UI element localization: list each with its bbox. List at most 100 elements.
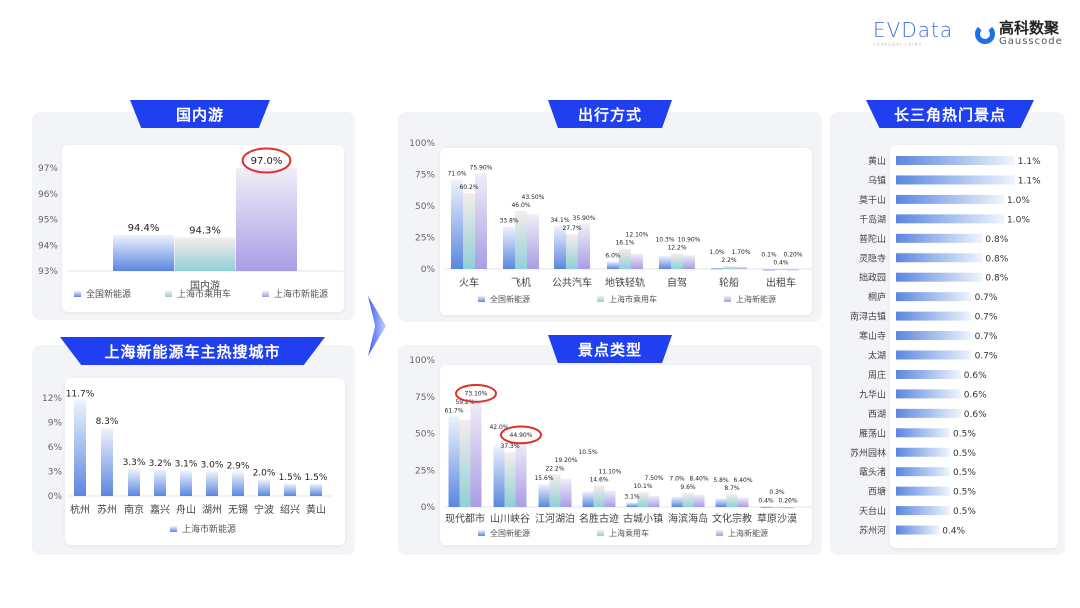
bar: [637, 492, 649, 507]
x-tick-label: 飞机: [511, 276, 531, 289]
bar: [578, 223, 590, 269]
bar: [683, 255, 695, 269]
bar: [604, 490, 616, 507]
data-label: 0.20%: [783, 251, 802, 258]
bar: [470, 399, 482, 507]
data-label: 46.0%: [511, 202, 530, 209]
legend-swatch: [170, 526, 177, 532]
bar: [74, 400, 86, 496]
data-label: 10.5%: [578, 449, 597, 456]
bar: [659, 256, 671, 269]
data-label: 8.7%: [724, 485, 740, 492]
data-label: 9.6%: [680, 484, 696, 491]
data-label: 42.0%: [489, 424, 508, 431]
hotspot-value: 0.8%: [985, 254, 1008, 264]
hotspot-bar: [896, 525, 940, 535]
legend-label: 上海市乘用车: [177, 288, 231, 300]
data-label: 8.40%: [689, 476, 708, 483]
x-tick-label: 无锡: [228, 503, 248, 516]
y-tick-label: 97%: [38, 164, 58, 174]
domestic-title: 国内游: [130, 100, 270, 128]
data-label: 8.3%: [96, 417, 119, 427]
hotspot-bar: [896, 350, 972, 360]
data-label: 7.50%: [644, 475, 663, 482]
data-label: 14.6%: [589, 477, 608, 484]
data-label: 35.90%: [573, 215, 596, 222]
data-label: 2.9%: [227, 461, 250, 471]
bar: [787, 268, 799, 271]
hotspot-name: 西湖: [868, 409, 886, 420]
legend-label: 上海市新能源: [182, 523, 236, 535]
y-tick-label: 95%: [38, 216, 58, 226]
legend-swatch: [716, 530, 723, 536]
hotspot-name: 黄山: [868, 155, 886, 167]
hotspot-bar: [896, 233, 983, 243]
data-label: 7.0%: [669, 476, 685, 483]
hotspot-value: 0.5%: [953, 507, 976, 517]
legend-swatch: [262, 291, 269, 297]
bar: [515, 211, 527, 269]
data-label: 22.2%: [545, 465, 564, 472]
data-label: 0.1%: [761, 251, 777, 258]
data-label: 15.6%: [534, 475, 553, 482]
data-label: 60.2%: [459, 184, 478, 191]
data-label: 94.4%: [128, 223, 160, 234]
x-tick-label: 火车: [459, 276, 479, 289]
y-tick-label: 0%: [421, 265, 436, 275]
bar: [154, 469, 166, 496]
x-tick-label: 海滨海岛: [668, 512, 708, 525]
bar: [236, 168, 297, 271]
data-label: 1.5%: [279, 473, 302, 483]
y-tick-label: 25%: [415, 466, 435, 476]
gausscode-en: Gausscode: [999, 36, 1063, 47]
legend-swatch: [478, 530, 485, 536]
travel-card: [440, 148, 812, 315]
x-tick-label: 舟山: [176, 503, 196, 516]
legend-label: 全国新能源: [490, 528, 530, 538]
hotspot-bar: [896, 331, 972, 341]
bar: [671, 253, 683, 269]
bar: [515, 440, 527, 507]
hotspot-value: 0.7%: [975, 293, 998, 303]
data-label: 44.90%: [510, 432, 533, 439]
bar: [180, 470, 192, 496]
x-tick-label: 南京: [124, 503, 144, 516]
bar: [693, 494, 705, 507]
bar: [648, 495, 660, 507]
data-label: 27.7%: [562, 225, 581, 232]
hotspot-value: 0.5%: [953, 488, 976, 498]
bar: [101, 428, 113, 496]
data-label: 43.50%: [522, 194, 545, 201]
bar: [726, 494, 738, 507]
hotspot-name: 周庄: [868, 369, 886, 381]
hotspot-value: 0.8%: [985, 274, 1008, 284]
legend-label: 上海新能源: [728, 528, 768, 538]
bar: [128, 469, 140, 496]
legend-swatch: [724, 296, 731, 302]
data-label: 3.1%: [624, 493, 640, 500]
data-label: 73.10%: [465, 391, 488, 398]
hotspot-value: 0.7%: [975, 332, 998, 342]
y-tick-label: 0%: [48, 492, 63, 502]
hotspot-value: 0.6%: [964, 371, 987, 381]
hotspot-value: 0.5%: [953, 468, 976, 478]
data-label: 11.10%: [599, 468, 622, 475]
data-label: 3.1%: [175, 460, 198, 470]
y-tick-label: 94%: [38, 241, 58, 251]
bar: [493, 445, 505, 507]
x-tick-label: 湖州: [202, 504, 222, 516]
hotspot-value: 1.0%: [1007, 215, 1030, 225]
y-tick-label: 50%: [415, 202, 435, 212]
data-label: 10.90%: [678, 236, 701, 243]
hotspot-bar: [896, 253, 983, 263]
hotspot-bar: [896, 486, 950, 496]
bar: [554, 226, 566, 269]
legend-swatch: [597, 530, 604, 536]
bar: [504, 452, 516, 507]
y-tick-label: 93%: [38, 267, 58, 277]
data-label: 0.4%: [758, 497, 774, 504]
hotspot-name: 太湖: [868, 350, 886, 362]
bar: [593, 485, 605, 507]
hotspot-value: 1.0%: [1007, 196, 1030, 206]
legend-swatch: [165, 291, 172, 297]
